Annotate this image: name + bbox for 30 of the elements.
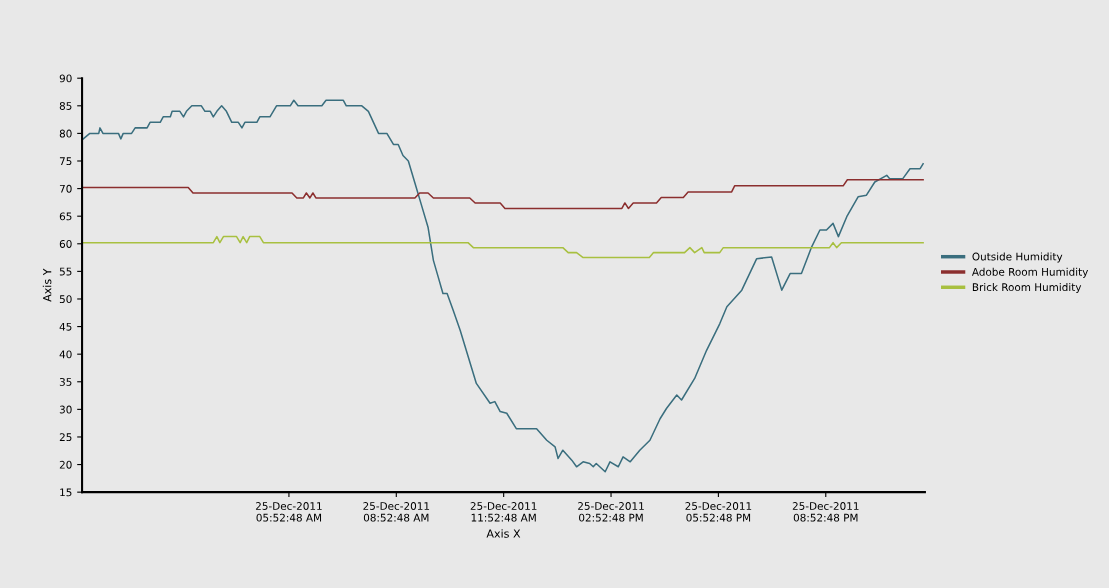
y-tick-label: 65 (59, 212, 72, 221)
x-tick-label: 25-Dec-2011 08:52:48 PM (792, 502, 859, 522)
legend-label: Outside Humidity (972, 252, 1063, 263)
y-tick-label: 30 (59, 405, 72, 414)
y-axis-title: Axis Y (42, 268, 52, 302)
x-tick-label: 25-Dec-2011 08:52:48 AM (363, 502, 430, 522)
y-tick-label: 25 (59, 433, 72, 442)
y-tick-label: 20 (59, 460, 72, 469)
y-tick-label: 90 (59, 74, 72, 83)
y-tick-label: 75 (59, 157, 72, 166)
legend-label: Adobe Room Humidity (971, 267, 1089, 278)
y-tick-label: 85 (59, 102, 72, 110)
y-tick-label: 50 (59, 295, 72, 304)
line-series (82, 178, 924, 210)
x-axis-title: Axis X (486, 529, 521, 538)
x-tick-label: 25-Dec-2011 11:52:48 AM (470, 502, 537, 522)
legend-label: Brick Room Humidity (972, 283, 1082, 294)
x-tick-label: 25-Dec-2011 05:52:48 AM (255, 502, 322, 522)
x-tick-label: 25-Dec-2011 02:52:48 PM (578, 502, 644, 522)
y-tick-label: 55 (59, 267, 72, 276)
y-tick-label: 35 (59, 378, 72, 386)
y-tick-label: 15 (60, 488, 72, 497)
y-tick-label: 80 (59, 129, 72, 138)
line-series (82, 235, 924, 259)
y-tick-label: 70 (59, 184, 72, 193)
line-series (82, 99, 924, 473)
y-tick-label: 40 (59, 350, 72, 359)
x-tick-label: 25-Dec-2011 05:52:48 PM (685, 502, 752, 522)
y-tick-label: 45 (59, 322, 72, 331)
y-tick-label: 60 (59, 240, 72, 248)
